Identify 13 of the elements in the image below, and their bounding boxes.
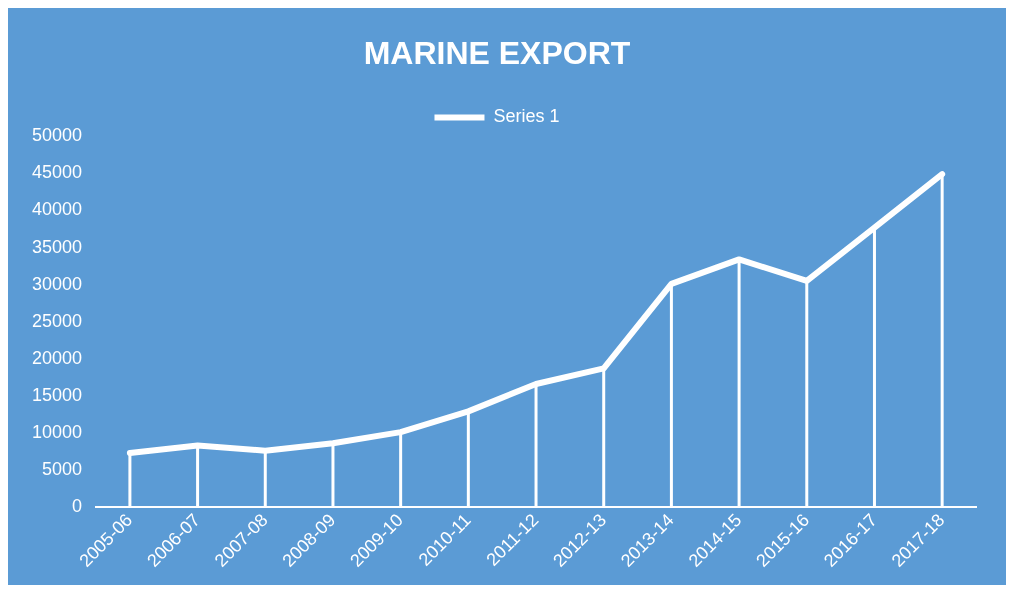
y-tick-label: 35000 <box>31 236 83 257</box>
y-tick-label: 5000 <box>42 458 83 479</box>
y-tick-label: 20000 <box>31 347 83 368</box>
y-tick-label: 30000 <box>31 273 83 294</box>
y-tick-label: 45000 <box>31 162 83 183</box>
legend-label: Series 1 <box>493 106 560 127</box>
chart-title: MARINE EXPORT <box>363 35 631 72</box>
y-tick-label: 50000 <box>31 125 83 146</box>
y-tick-label: 25000 <box>31 310 83 331</box>
y-tick-label: 40000 <box>31 199 83 220</box>
y-tick-label: 0 <box>72 495 83 516</box>
y-tick-label: 15000 <box>31 384 83 405</box>
y-tick-label: 10000 <box>31 421 83 442</box>
